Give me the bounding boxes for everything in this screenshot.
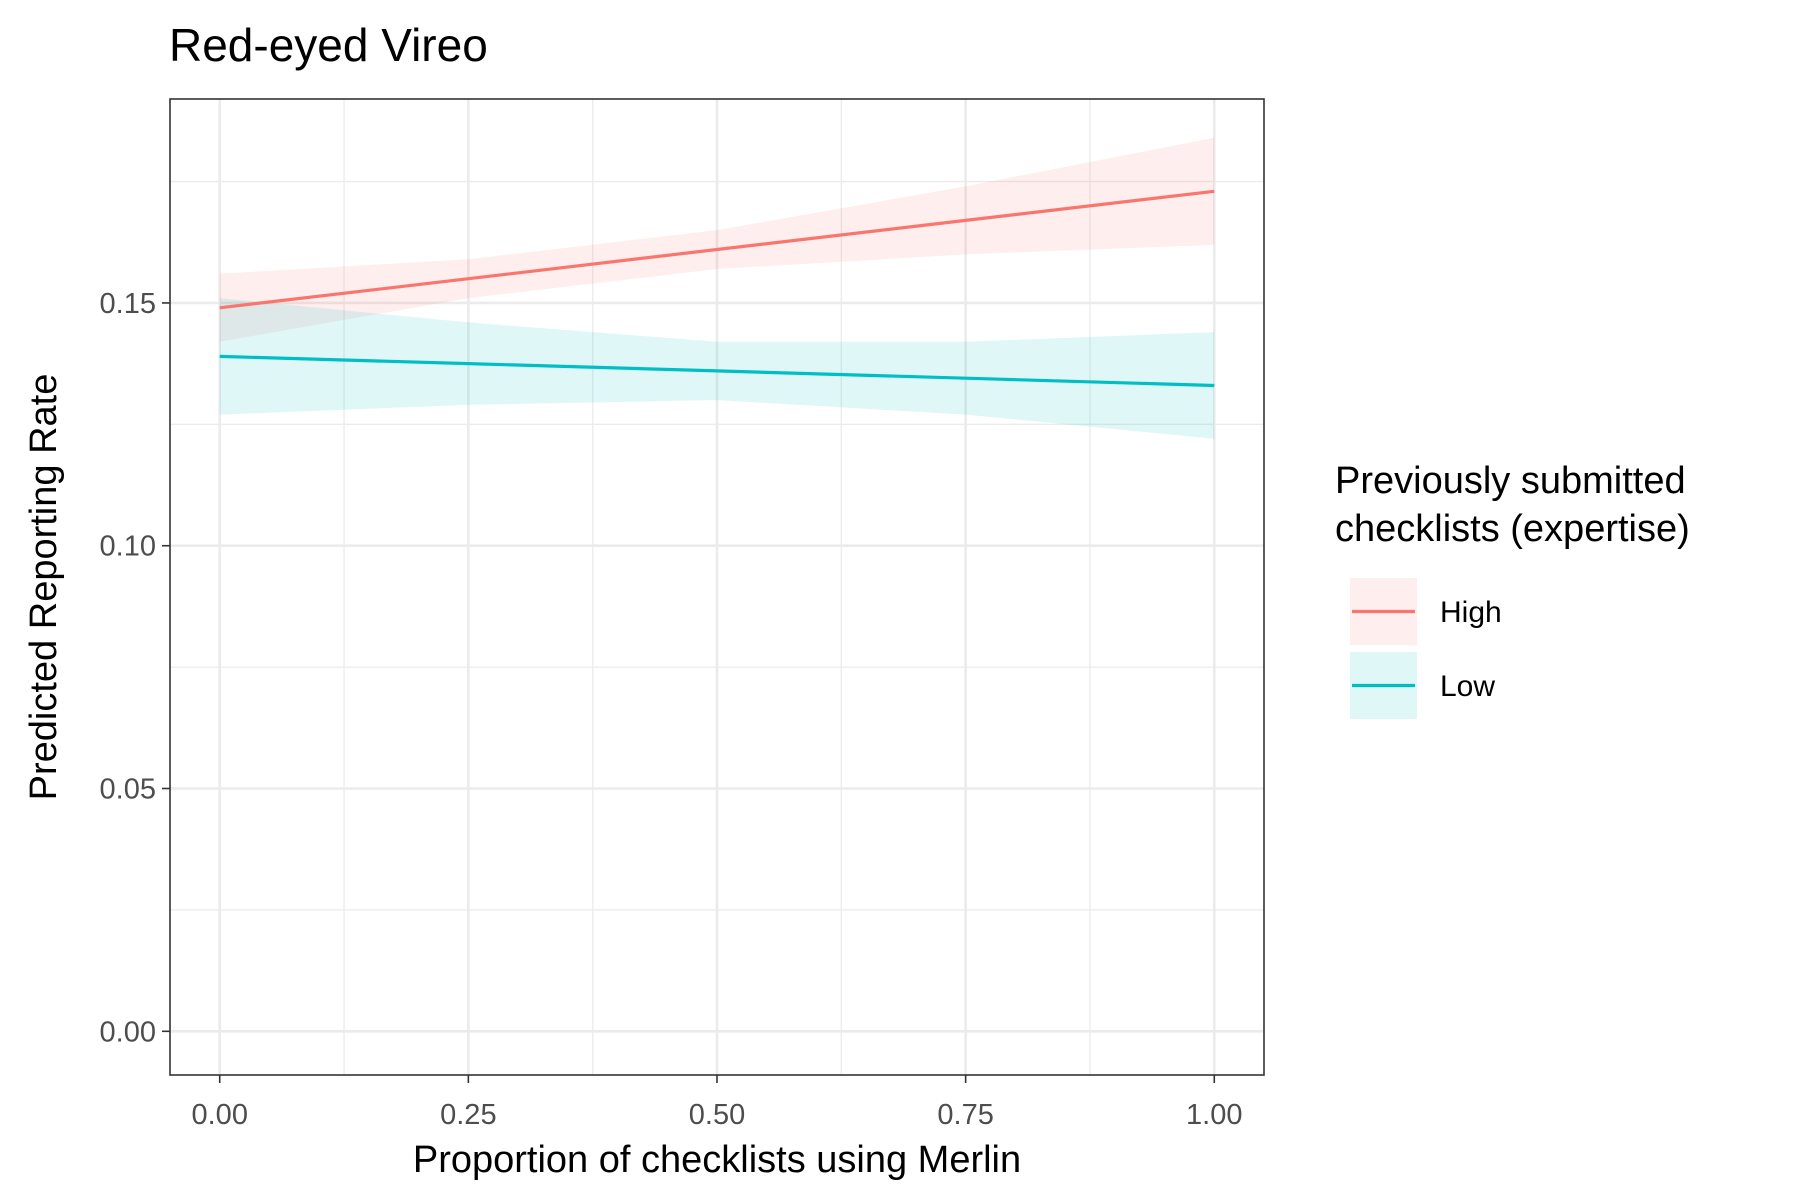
legend: Previously submitted checklists (experti… [1335,460,1690,719]
legend-items: High Low [1350,578,1502,719]
major-gridlines [170,99,1264,1075]
series-line-high [219,189,1215,310]
y-tick-label: 0.05 [100,774,156,806]
confidence-bands [219,137,1215,439]
y-axis-tick-labels: 0.00 0.05 0.10 0.15 [100,288,156,1048]
chart-title: Red-eyed Vireo [169,19,488,71]
y-tick-label: 0.10 [100,531,156,563]
y-tick-label: 0.00 [100,1016,156,1048]
x-axis-title: Proportion of checklists using Merlin [413,1139,1021,1181]
legend-item-high: High [1350,578,1502,645]
x-axis-tick-labels: 0.00 0.25 0.50 0.75 1.00 [192,1099,1243,1131]
y-tick-label: 0.15 [100,288,156,320]
confidence-band-high [219,137,1215,342]
legend-title-line-2: checklists (expertise) [1335,508,1690,550]
x-axis-ticks [218,1075,1216,1083]
series-lines [219,189,1215,388]
legend-title-line-1: Previously submitted [1335,460,1686,502]
x-tick-label: 0.00 [192,1099,248,1131]
legend-label: Low [1440,670,1495,703]
x-tick-label: 0.25 [440,1099,496,1131]
series-line-low [219,354,1215,388]
x-tick-label: 1.00 [1186,1099,1242,1131]
legend-item-low: Low [1350,652,1495,719]
y-axis-ticks [162,302,170,1033]
legend-label: High [1440,596,1502,629]
x-tick-label: 0.75 [937,1099,993,1131]
confidence-band-low [219,298,1215,439]
y-axis-title: Predicted Reporting Rate [23,374,65,801]
x-tick-label: 0.50 [689,1099,745,1131]
